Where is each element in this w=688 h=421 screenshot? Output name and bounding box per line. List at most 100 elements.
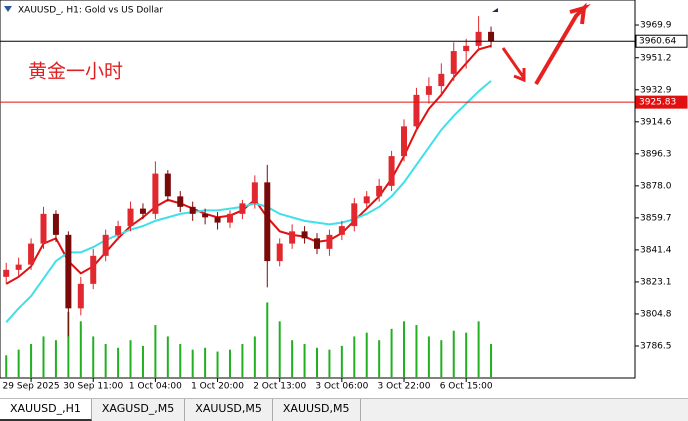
volume-bar bbox=[316, 347, 318, 378]
candle-body bbox=[152, 173, 159, 214]
candle-body bbox=[52, 213, 59, 235]
volume-bar bbox=[104, 343, 107, 378]
candle-body bbox=[40, 213, 47, 244]
y-tick-label: 3896.3 bbox=[640, 149, 672, 159]
volume-bar bbox=[427, 336, 430, 378]
candle-body bbox=[264, 182, 271, 262]
y-tick-label: 3786.5 bbox=[640, 341, 672, 351]
volume-bar bbox=[117, 347, 120, 378]
annotation: 黄金一小时 bbox=[28, 61, 123, 83]
candle-body bbox=[276, 243, 283, 262]
volume-bar bbox=[253, 336, 256, 378]
arrow bbox=[534, 2, 591, 86]
plot-frame bbox=[0, 0, 636, 379]
candle-body bbox=[189, 206, 196, 214]
candle-body bbox=[164, 173, 171, 197]
candle-body bbox=[239, 203, 246, 214]
y-tick-label: 3951.2 bbox=[640, 53, 672, 63]
y-tick-label: 3823.1 bbox=[640, 277, 672, 287]
volume-bar bbox=[204, 347, 207, 378]
x-tick-label: 1 Oct 04:00 bbox=[129, 382, 182, 392]
candle-body bbox=[488, 31, 495, 42]
candle-body bbox=[102, 234, 109, 256]
candle-body bbox=[90, 255, 97, 284]
price-label-box bbox=[635, 95, 688, 109]
price-label: 3960.64 bbox=[639, 37, 676, 47]
x-tick-label: 1 Oct 20:00 bbox=[191, 382, 244, 392]
y-tick-label: 3914.6 bbox=[640, 117, 672, 127]
volume-bar bbox=[67, 311, 70, 378]
symbol-icon bbox=[4, 6, 12, 12]
volume-bar bbox=[365, 332, 368, 378]
volume-bar bbox=[378, 340, 381, 378]
tab[interactable]: XAUUSD,M5 bbox=[185, 399, 273, 421]
volume-bar bbox=[30, 343, 33, 378]
volume-bar bbox=[266, 302, 269, 378]
volume-bar bbox=[303, 343, 306, 378]
candle-body bbox=[425, 86, 432, 95]
volume-bar bbox=[141, 345, 144, 378]
volume-bar bbox=[228, 349, 231, 378]
tab[interactable]: XAGUSD_,M5 bbox=[92, 399, 186, 421]
y-tick-label: 3859.7 bbox=[640, 213, 672, 223]
volume-bar bbox=[415, 325, 418, 378]
volume-bar bbox=[477, 321, 480, 378]
y-tick-label: 3804.8 bbox=[640, 309, 672, 319]
tab[interactable]: XAUUSD_,H1 bbox=[0, 399, 92, 421]
volume-bar bbox=[17, 349, 20, 378]
candle-body bbox=[301, 231, 308, 239]
candle-body bbox=[65, 234, 72, 309]
candle-body bbox=[226, 213, 233, 223]
candle-body bbox=[177, 196, 184, 207]
candle-body bbox=[3, 269, 10, 277]
volume-bar bbox=[241, 343, 244, 378]
candle-body bbox=[214, 217, 221, 223]
candle-body bbox=[326, 234, 333, 249]
candle-body bbox=[28, 243, 35, 265]
y-tick-label: 3932.9 bbox=[640, 85, 672, 95]
marker bbox=[492, 8, 498, 12]
candle-body bbox=[115, 226, 122, 235]
candle-body bbox=[463, 45, 470, 52]
price-label-box bbox=[635, 34, 688, 48]
volume-bar bbox=[465, 332, 468, 378]
y-tick-label: 3841.4 bbox=[640, 245, 672, 255]
volume-bar bbox=[452, 330, 455, 378]
candle-body bbox=[127, 208, 134, 227]
volume-bar bbox=[490, 343, 493, 378]
x-tick-label: 2 Oct 13:00 bbox=[253, 382, 306, 392]
candle-body bbox=[15, 264, 22, 270]
candle-body bbox=[338, 226, 345, 235]
volume-bar bbox=[340, 345, 343, 378]
tab[interactable]: XAUUSD,M5 bbox=[273, 399, 361, 421]
x-tick-label: 29 Sep 2025 bbox=[3, 382, 60, 392]
volume-bar bbox=[216, 351, 219, 378]
chart: XAUUSD_, H1: Gold vs US Dollar 黄金一小时 396… bbox=[0, 0, 688, 392]
chart-title: XAUUSD_, H1: Gold vs US Dollar bbox=[18, 6, 163, 16]
volume-bar bbox=[154, 325, 157, 378]
x-tick-label: 30 Sep 11:00 bbox=[63, 382, 123, 392]
candle-body bbox=[251, 182, 258, 204]
candle-body bbox=[438, 73, 445, 87]
candle-body bbox=[401, 126, 408, 157]
volume-bar bbox=[5, 355, 8, 378]
candle-body bbox=[376, 185, 383, 197]
candle-body bbox=[202, 213, 209, 218]
volume-bar bbox=[129, 340, 132, 378]
volume-bar bbox=[179, 343, 182, 378]
x-tick-label: 3 Oct 06:00 bbox=[315, 382, 368, 392]
candle-body bbox=[413, 94, 420, 127]
x-tick-label: 6 Oct 15:00 bbox=[440, 382, 493, 392]
candle-body bbox=[388, 156, 395, 186]
y-tick-label: 3878.0 bbox=[640, 181, 672, 191]
volume-bar bbox=[291, 340, 294, 378]
y-tick-label: 3969.9 bbox=[640, 21, 672, 31]
candle-body bbox=[77, 283, 84, 309]
price-label: 3925.83 bbox=[639, 98, 676, 108]
volume-bar bbox=[353, 336, 356, 378]
arrow bbox=[501, 47, 526, 83]
volume-bar bbox=[42, 336, 45, 378]
tab-bar: XAUUSD_,H1 XAGUSD_,M5 XAUUSD,M5 XAUUSD,M5 bbox=[0, 398, 688, 421]
candle-body bbox=[475, 31, 482, 46]
